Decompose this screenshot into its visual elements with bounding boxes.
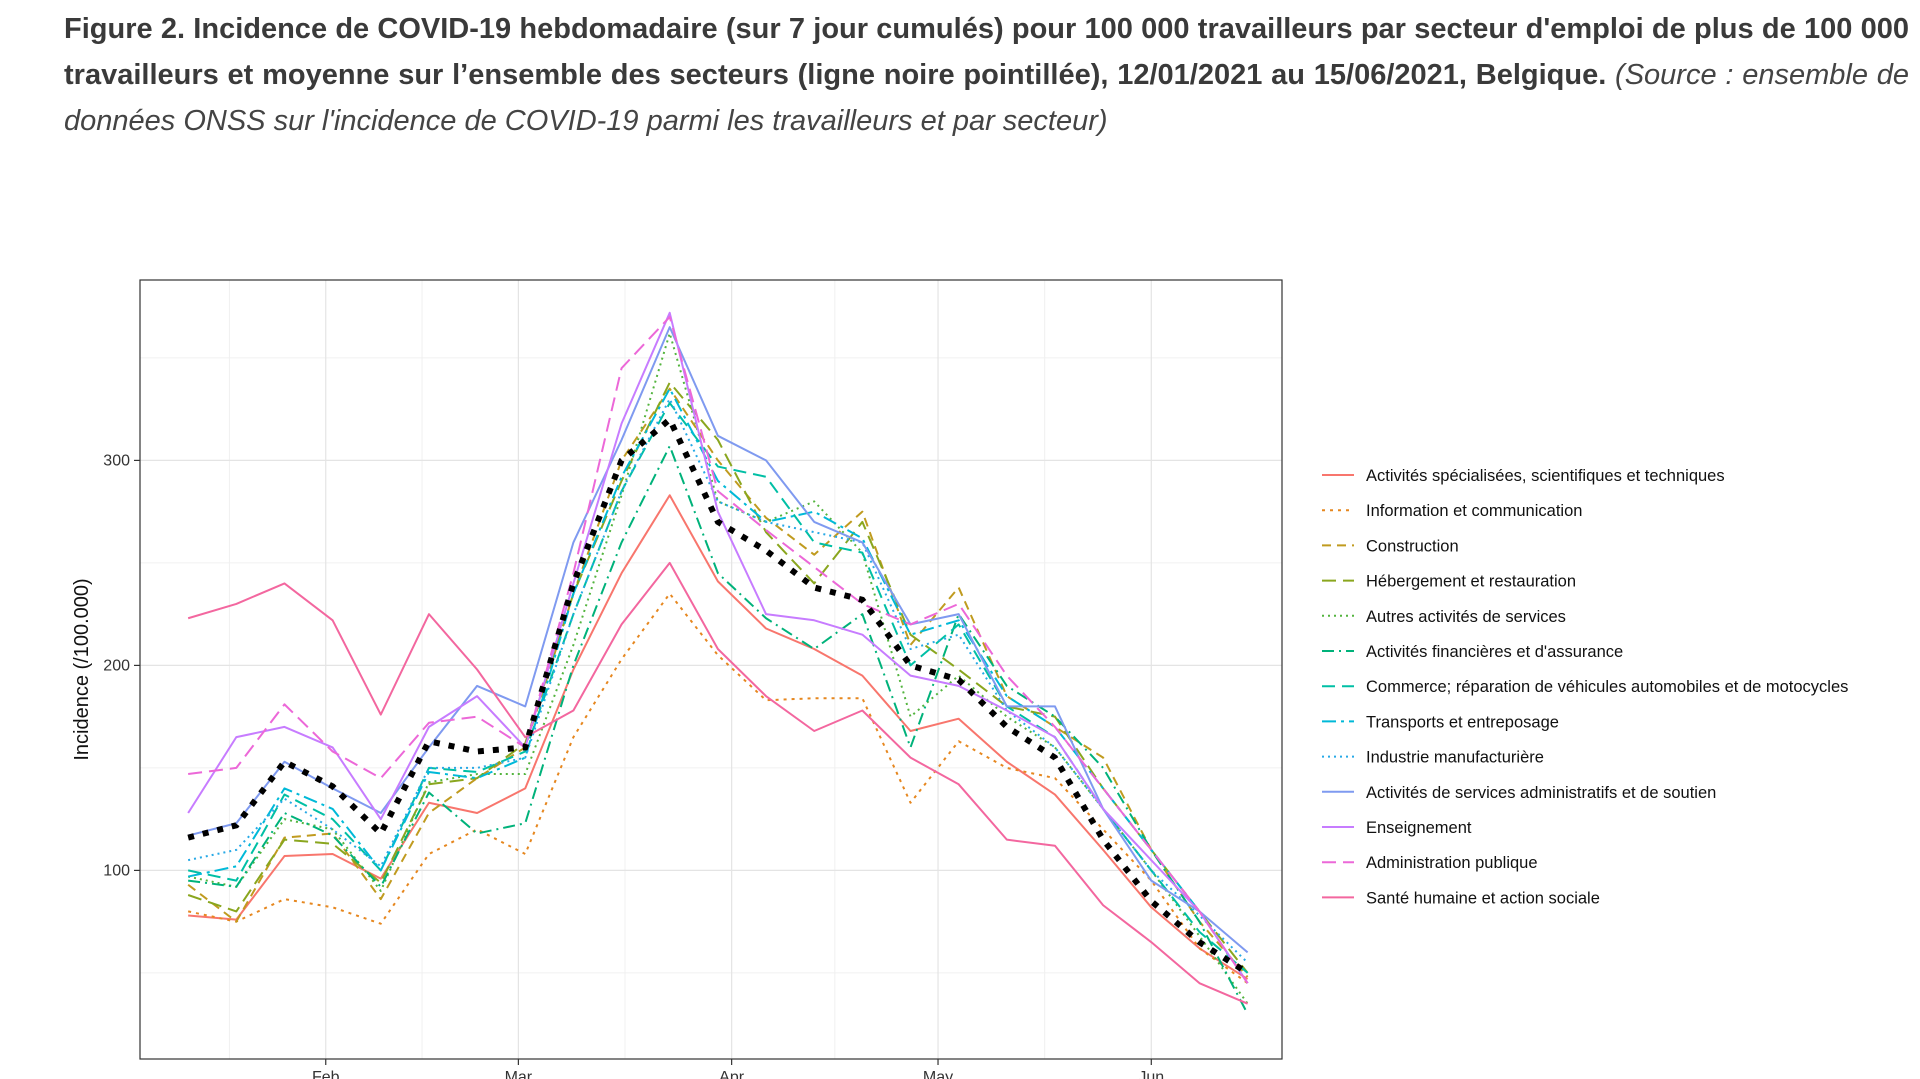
series-line-2	[187, 592, 1249, 984]
series-line-8	[187, 387, 1249, 984]
legend-label: Construction	[1366, 537, 1459, 555]
series-line-11	[187, 311, 1249, 984]
series-line-13	[187, 561, 1248, 1005]
x-tick-label: Jun	[1138, 1069, 1164, 1079]
y-tick-label: 100	[103, 862, 130, 879]
plot-panel-border	[139, 279, 1283, 1060]
legend-item: Construction	[1322, 537, 1459, 555]
caption-title: Figure 2. Incidence de COVID-19 hebdomad…	[64, 13, 1909, 91]
legend-label: Industrie manufacturière	[1366, 749, 1544, 767]
y-tick-label: 200	[103, 657, 130, 674]
legend-item: Activités spécialisées, scientifiques et…	[1322, 467, 1725, 485]
legend-item: Information et communication	[1322, 502, 1582, 520]
series-layer	[187, 311, 1250, 1015]
series-line-10	[187, 326, 1249, 954]
legend-item: Administration publique	[1322, 854, 1538, 872]
x-tick-label: Feb	[312, 1069, 340, 1079]
series-line-1	[188, 494, 1249, 980]
y-axis-label: Incidence (/100.000)	[71, 578, 93, 760]
legend-label: Administration publique	[1366, 854, 1538, 872]
caption-source: (Source : ensemble de données ONSS sur l…	[64, 59, 1909, 137]
series-line-4	[187, 381, 1249, 974]
average-line	[187, 414, 1250, 976]
series-line-12	[188, 315, 1249, 984]
legend-label: Autres activités de services	[1366, 608, 1566, 626]
series-line-5	[187, 332, 1249, 1005]
series-line-9	[187, 397, 1249, 964]
y-tick-label: 300	[103, 452, 130, 469]
series-line-6	[188, 445, 1249, 1015]
legend-item: Hébergement et restauration	[1322, 573, 1576, 591]
legend-item: Activités de services administratifs et …	[1322, 784, 1716, 802]
axes: 100 200 300 Feb Mar Apr May Jun	[103, 452, 1164, 1079]
legend-item: Santé humaine et action sociale	[1322, 889, 1600, 907]
x-tick-label: Apr	[719, 1069, 745, 1079]
grid	[140, 280, 1282, 1059]
legend-item: Autres activités de services	[1322, 608, 1566, 626]
series-line-3	[187, 387, 1249, 978]
x-tick-label: May	[923, 1069, 953, 1079]
legend-label: Hébergement et restauration	[1366, 573, 1576, 591]
legend-label: Activités spécialisées, scientifiques et…	[1366, 467, 1725, 485]
legend-label: Santé humaine et action sociale	[1366, 889, 1600, 907]
legend: Activités spécialisées, scientifiques et…	[1322, 467, 1848, 907]
legend-item: Commerce; réparation de véhicules automo…	[1322, 678, 1848, 696]
legend-item: Activités financières et d'assurance	[1322, 643, 1623, 661]
x-tick-label: Mar	[505, 1069, 533, 1079]
legend-label: Activités de services administratifs et …	[1366, 784, 1716, 802]
legend-item: Industrie manufacturière	[1322, 749, 1544, 767]
legend-label: Transports et entreposage	[1366, 713, 1559, 731]
legend-label: Commerce; réparation de véhicules automo…	[1366, 678, 1848, 696]
legend-label: Activités financières et d'assurance	[1366, 643, 1623, 661]
legend-label: Enseignement	[1366, 819, 1472, 837]
legend-item: Transports et entreposage	[1322, 713, 1559, 731]
figure-caption: Figure 2. Incidence de COVID-19 hebdomad…	[64, 6, 1909, 144]
legend-label: Information et communication	[1366, 502, 1582, 520]
legend-item: Enseignement	[1322, 819, 1472, 837]
